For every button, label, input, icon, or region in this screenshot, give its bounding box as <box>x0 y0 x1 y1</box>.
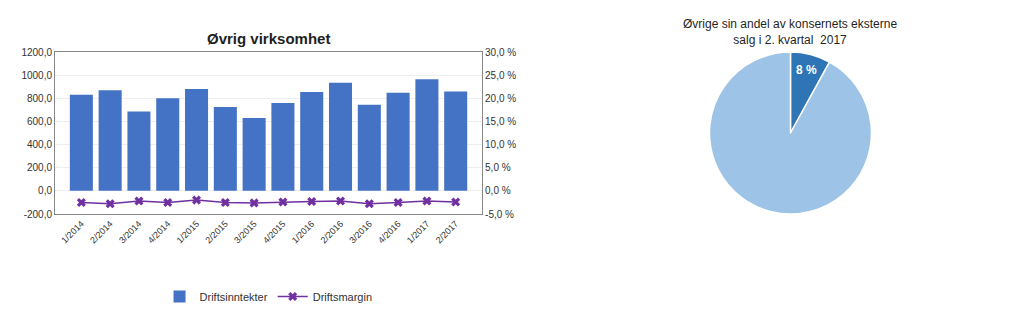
svg-text:Driftsmargin: Driftsmargin <box>313 291 372 303</box>
svg-text:Driftsinntekter: Driftsinntekter <box>200 291 268 303</box>
svg-text:4/2014: 4/2014 <box>146 219 173 246</box>
svg-text:2/2016: 2/2016 <box>319 219 346 246</box>
svg-text:4/2015: 4/2015 <box>261 219 288 246</box>
svg-text:800,0: 800,0 <box>27 93 52 104</box>
svg-text:0,0: 0,0 <box>38 185 52 196</box>
svg-text:3/2016: 3/2016 <box>347 219 374 246</box>
svg-text:8 %: 8 % <box>796 63 817 77</box>
svg-text:1/2017: 1/2017 <box>405 219 432 246</box>
svg-text:2/2017: 2/2017 <box>434 219 461 246</box>
svg-text:30,0 %: 30,0 % <box>485 47 516 58</box>
svg-text:2/2015: 2/2015 <box>203 219 230 246</box>
svg-text:1200,0: 1200,0 <box>21 47 52 58</box>
svg-text:5,0 %: 5,0 % <box>485 162 511 173</box>
svg-text:1000,0: 1000,0 <box>21 70 52 81</box>
svg-text:15,0 %: 15,0 % <box>485 116 516 127</box>
svg-text:Øvrige sin andel av konsernets: Øvrige sin andel av konsernets eksternes… <box>683 17 897 47</box>
svg-text:3/2014: 3/2014 <box>117 219 144 246</box>
svg-text:2/2014: 2/2014 <box>88 219 115 246</box>
svg-text:3/2015: 3/2015 <box>232 219 259 246</box>
svg-text:1/2016: 1/2016 <box>290 219 317 246</box>
svg-text:400,0: 400,0 <box>27 139 52 150</box>
svg-text:0,0 %: 0,0 % <box>485 185 511 196</box>
svg-text:200,0: 200,0 <box>27 162 52 173</box>
svg-text:10,0 %: 10,0 % <box>485 139 516 150</box>
svg-text:-200,0: -200,0 <box>24 209 53 220</box>
svg-text:1/2015: 1/2015 <box>175 219 202 246</box>
svg-text:4/2016: 4/2016 <box>376 219 403 246</box>
svg-text:20,0 %: 20,0 % <box>485 93 516 104</box>
svg-text:Øvrig virksomhet: Øvrig virksomhet <box>207 30 330 47</box>
svg-text:25,0 %: 25,0 % <box>485 70 516 81</box>
svg-text:1/2014: 1/2014 <box>59 219 86 246</box>
svg-text:600,0: 600,0 <box>27 116 52 127</box>
svg-text:-5,0 %: -5,0 % <box>485 209 514 220</box>
